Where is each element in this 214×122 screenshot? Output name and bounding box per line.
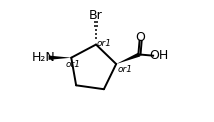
- Text: Br: Br: [89, 9, 103, 22]
- Polygon shape: [49, 56, 71, 60]
- Text: or1: or1: [96, 39, 111, 48]
- Text: H₂N: H₂N: [32, 51, 56, 64]
- Text: or1: or1: [118, 65, 133, 74]
- Polygon shape: [116, 52, 140, 64]
- Text: or1: or1: [65, 60, 80, 69]
- Text: OH: OH: [149, 49, 168, 62]
- Text: O: O: [136, 31, 146, 44]
